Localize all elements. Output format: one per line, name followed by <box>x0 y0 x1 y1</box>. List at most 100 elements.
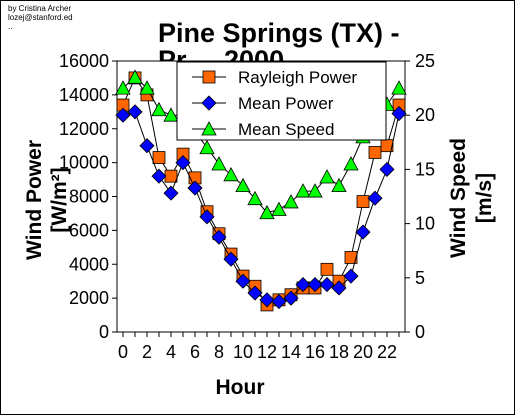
x-tick-label: 0 <box>118 342 128 362</box>
data-point <box>391 105 407 122</box>
data-point <box>223 166 239 182</box>
credit-line-2: lozej@stanford.ed <box>8 13 73 22</box>
data-point <box>307 277 323 293</box>
data-point <box>380 139 394 153</box>
x-tick-label: 12 <box>257 342 277 362</box>
data-point <box>152 151 166 164</box>
data-point <box>271 293 287 310</box>
data-point <box>259 292 275 308</box>
series-mean-power <box>115 104 407 310</box>
author-credit: by Cristina Archer lozej@stanford.ed .. <box>8 4 73 31</box>
right-tick-label: 0 <box>415 322 425 342</box>
data-point <box>175 155 191 171</box>
data-point <box>247 190 263 206</box>
data-point <box>356 195 370 208</box>
right-tick-label: 10 <box>415 214 435 234</box>
data-point <box>199 209 215 225</box>
left-tick-label: 0 <box>99 322 109 342</box>
x-tick-label: 18 <box>329 342 349 362</box>
data-point <box>295 183 311 198</box>
data-point <box>344 251 358 264</box>
legend-marker <box>201 95 217 111</box>
right-tick-label: 5 <box>415 268 425 288</box>
x-tick-label: 2 <box>142 342 152 362</box>
data-point <box>271 201 287 216</box>
left-tick-label: 10000 <box>59 153 109 173</box>
data-point <box>331 177 347 193</box>
data-point <box>163 185 179 201</box>
data-point <box>331 280 347 296</box>
legend-marker <box>202 70 216 84</box>
left-tick-label: 12000 <box>59 119 109 139</box>
x-tick-label: 22 <box>377 342 397 362</box>
data-point <box>235 177 251 193</box>
data-point <box>187 180 203 196</box>
x-tick-label: 10 <box>233 342 253 362</box>
data-point <box>343 156 359 171</box>
data-point <box>163 107 179 122</box>
data-point <box>319 277 335 293</box>
left-tick-label: 4000 <box>69 254 109 274</box>
data-point <box>139 80 155 95</box>
data-point <box>115 107 131 123</box>
data-point <box>151 168 167 184</box>
data-point <box>199 139 215 155</box>
data-point <box>235 273 251 289</box>
left-tick-label: 8000 <box>69 187 109 207</box>
data-point <box>391 80 407 95</box>
legend-label: Mean Speed <box>238 120 334 139</box>
legend-item: Mean Power <box>192 94 334 113</box>
data-point <box>319 169 335 184</box>
right-axis-ticks: 0 5 10 15 20 25 <box>405 51 435 342</box>
left-tick-label: 2000 <box>69 288 109 308</box>
data-point <box>164 169 178 183</box>
legend-marker <box>201 121 217 136</box>
x-tick-label: 8 <box>214 342 224 362</box>
right-tick-label: 25 <box>415 51 435 71</box>
data-point <box>283 194 299 209</box>
data-point <box>307 183 323 198</box>
x-tick-label: 4 <box>166 342 176 362</box>
left-tick-label: 6000 <box>69 220 109 240</box>
data-point <box>355 224 371 240</box>
x-tick-label: 14 <box>281 342 301 362</box>
data-point <box>223 251 239 267</box>
left-tick-label: 14000 <box>59 85 109 105</box>
x-axis-ticks: 0 2 4 6 8 10 12 14 16 18 20 22 <box>118 332 400 362</box>
data-point <box>283 290 299 306</box>
data-point <box>151 101 167 117</box>
data-point <box>368 146 382 159</box>
left-tick-label: 16000 <box>59 51 109 71</box>
data-point <box>259 204 275 220</box>
data-point <box>379 161 395 177</box>
data-point <box>139 138 155 154</box>
legend-item: Rayleigh Power <box>192 68 357 87</box>
x-tick-label: 20 <box>353 342 373 362</box>
legend: Rayleigh Power Mean Power Mean Speed <box>176 61 387 141</box>
right-tick-label: 15 <box>415 159 435 179</box>
legend-label: Mean Power <box>238 94 334 113</box>
data-point <box>343 268 359 284</box>
credit-line-3: .. <box>8 22 13 31</box>
left-axis-title-line2: [W/m²] <box>48 167 71 232</box>
left-axis-title-line1: Wind Power <box>23 140 46 260</box>
legend-item: Mean Speed <box>192 120 334 139</box>
data-point <box>367 190 383 206</box>
x-axis-title: Hour <box>216 376 265 399</box>
data-point <box>127 104 143 120</box>
data-point <box>211 156 227 171</box>
credit-line-1: by Cristina Archer <box>8 4 72 13</box>
data-point <box>115 80 131 95</box>
right-axis-title-line2: [m/s] <box>473 173 496 223</box>
data-point <box>295 277 311 293</box>
data-point <box>211 229 227 245</box>
legend-label: Rayleigh Power <box>238 68 357 87</box>
data-point <box>127 69 143 84</box>
right-axis-title-line1: Wind Speed <box>447 138 470 258</box>
x-tick-label: 16 <box>305 342 325 362</box>
data-point <box>247 285 263 301</box>
x-tick-label: 6 <box>190 342 200 362</box>
left-axis-ticks: 0 2000 4000 6000 8000 10000 12000 14000 16000 <box>59 51 117 342</box>
data-point <box>320 262 334 276</box>
right-tick-label: 20 <box>415 105 435 125</box>
